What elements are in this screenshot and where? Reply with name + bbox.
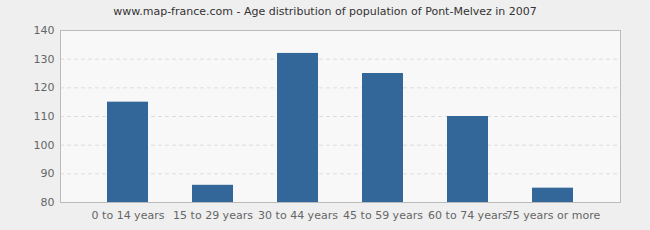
svg-text:130: 130	[34, 53, 55, 66]
html-text:www.map-france.com - Age distr: www.map-france.com - Age distribution of…	[113, 5, 537, 18]
svg-text:0 to 14 years: 0 to 14 years	[92, 209, 165, 222]
svg-text:90: 90	[41, 167, 55, 180]
svg-text:100: 100	[34, 139, 55, 152]
svg-text:80: 80	[41, 196, 55, 209]
svg-text:75 years or more: 75 years or more	[506, 209, 601, 222]
svg-text:140: 140	[34, 24, 55, 37]
svg-text:60 to 74 years: 60 to 74 years	[428, 209, 508, 222]
svg-text:110: 110	[34, 110, 55, 123]
svg-text:30 to 44 years: 30 to 44 years	[258, 209, 338, 222]
svg-text:45 to 59 years: 45 to 59 years	[343, 209, 423, 222]
svg-text:15 to 29 years: 15 to 29 years	[173, 209, 253, 222]
svg-text:120: 120	[34, 81, 55, 94]
